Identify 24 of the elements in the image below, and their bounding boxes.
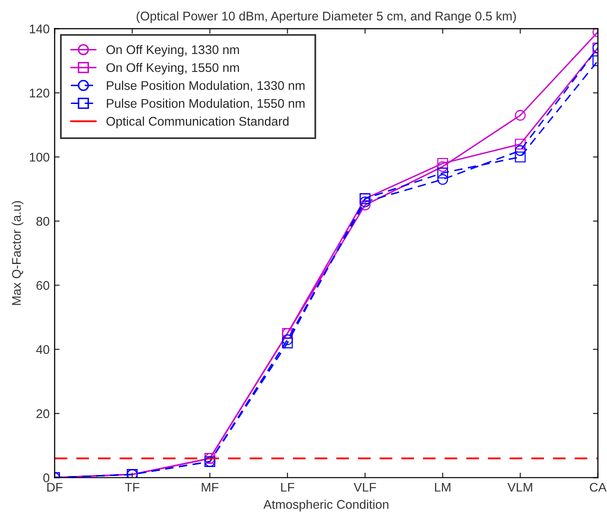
y-tick-label: 60 [36,281,50,290]
x-tick-label: LF [281,482,294,492]
x-tick-label: TF [124,482,140,492]
x-tick-label: CA [590,482,607,492]
legend-label: On Off Keying, 1330 nm [106,44,239,57]
x-tick-label: VLF [354,482,376,492]
y-tick-label: 20 [36,409,50,418]
legend-label: On Off Keying, 1550 nm [106,62,239,75]
y-tick-label: 0 [43,473,50,482]
y-tick-label: 120 [30,88,50,98]
x-tick-label: MF [202,482,218,492]
y-tick-label: 80 [36,216,50,226]
x-tick-label: LM [435,482,450,492]
x-axis-title: Atmospheric Condition [263,500,388,512]
y-tick-label: 140 [30,24,50,34]
legend-label: Pulse Position Modulation, 1330 nm [106,80,304,92]
legend-label: Optical Communication Standard [106,116,288,128]
chart-title: (Optical Power 10 dBm, Aperture Diameter 5 cm, and Range 0.5 km) [136,11,516,23]
y-tick-label: 100 [30,152,50,162]
x-tick-label: DF [47,482,62,492]
x-tick-label: VLM [507,482,532,492]
y-axis-title: Max Q-Factor (a.u) [12,201,24,305]
legend-label: Pulse Position Modulation, 1550 nm [106,98,304,110]
y-tick-label: 40 [36,345,50,354]
